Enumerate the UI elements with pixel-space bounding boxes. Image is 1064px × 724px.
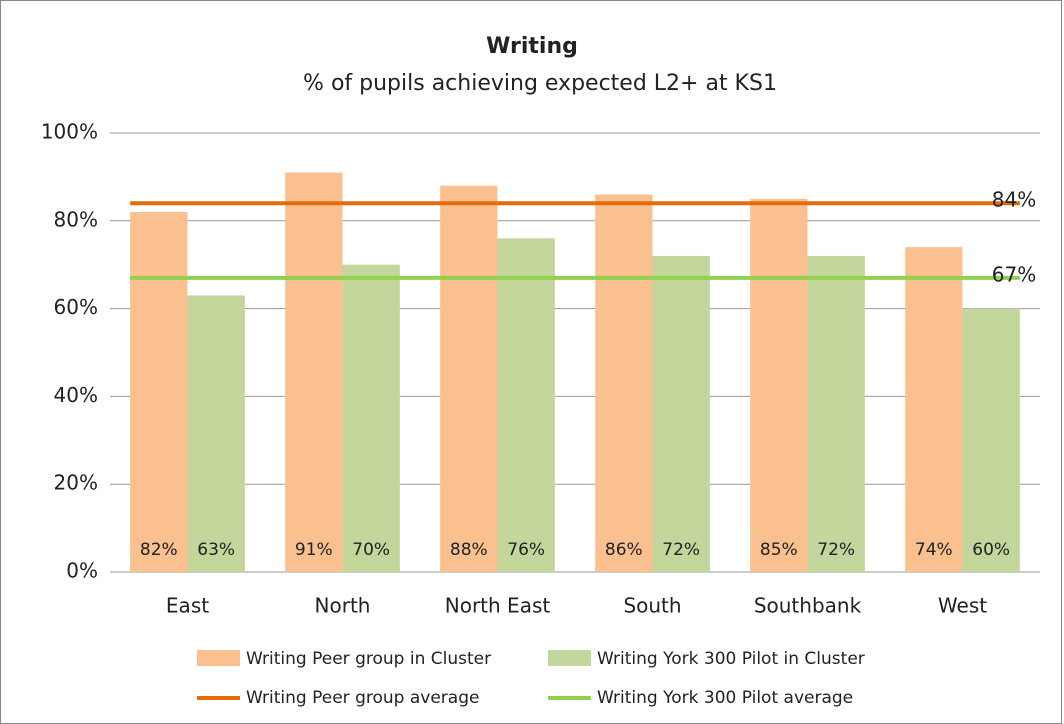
- data-label: 60%: [972, 540, 1010, 560]
- data-label: 88%: [450, 540, 488, 560]
- legend-swatch: [548, 650, 591, 666]
- legend-label: Writing York 300 Pilot in Cluster: [597, 649, 865, 669]
- data-label: 63%: [197, 540, 235, 560]
- x-tick-label: East: [166, 594, 209, 618]
- legend-swatch: [197, 650, 240, 666]
- bar: [285, 172, 343, 572]
- bar: [342, 264, 400, 572]
- data-label: 72%: [817, 540, 855, 560]
- average-label: 84%: [992, 188, 1036, 212]
- bar: [905, 247, 963, 572]
- bar: [130, 212, 188, 572]
- data-label: 76%: [507, 540, 545, 560]
- y-tick-label: 80%: [54, 207, 98, 231]
- bar: [962, 308, 1020, 572]
- chart-title: Writing: [486, 34, 578, 59]
- bar: [750, 198, 808, 572]
- average-label: 67%: [992, 262, 1036, 286]
- bar: [187, 295, 245, 572]
- x-tick-label: Southbank: [754, 594, 862, 618]
- y-tick-label: 40%: [54, 383, 98, 407]
- y-tick-label: 60%: [54, 295, 98, 319]
- legend-label: Writing Peer group average: [246, 688, 479, 708]
- data-label: 82%: [140, 540, 178, 560]
- x-tick-label: North: [315, 594, 371, 618]
- data-label: 70%: [352, 540, 390, 560]
- y-tick-label: 100%: [41, 120, 98, 144]
- data-label: 74%: [915, 540, 953, 560]
- x-tick-label: South: [623, 594, 681, 618]
- bar: [807, 255, 865, 573]
- data-label: 91%: [295, 540, 333, 560]
- bar: [652, 255, 710, 573]
- chart-subtitle: % of pupils achieving expected L2+ at KS…: [303, 71, 777, 96]
- bar: [497, 238, 555, 573]
- x-tick-label: West: [938, 594, 987, 618]
- x-tick-label: North East: [445, 594, 551, 618]
- y-tick-label: 0%: [66, 559, 98, 583]
- data-label: 86%: [605, 540, 643, 560]
- data-label: 85%: [760, 540, 798, 560]
- y-tick-label: 20%: [54, 471, 98, 495]
- legend-label: Writing York 300 Pilot average: [597, 688, 853, 708]
- bar: [440, 185, 498, 572]
- bar: [595, 194, 653, 572]
- data-label: 72%: [662, 540, 700, 560]
- legend-label: Writing Peer group in Cluster: [246, 649, 491, 669]
